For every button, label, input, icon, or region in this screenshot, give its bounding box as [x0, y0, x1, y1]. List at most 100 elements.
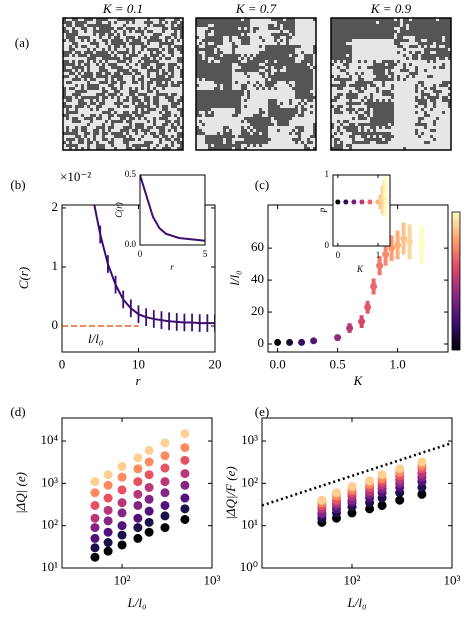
panel-title: K = 0.1	[102, 1, 143, 16]
point	[417, 457, 427, 467]
point	[395, 464, 405, 474]
point	[331, 488, 341, 498]
point	[103, 538, 113, 548]
y-tick-label: 10¹	[241, 517, 258, 532]
point	[365, 504, 375, 514]
point	[286, 338, 294, 346]
point	[347, 508, 357, 518]
point	[133, 523, 143, 533]
point	[180, 429, 190, 439]
y-tick-label: 10³	[41, 474, 58, 489]
y-axis-label: l/l₀	[227, 270, 242, 285]
point	[160, 451, 170, 461]
point	[180, 493, 190, 503]
point	[133, 533, 143, 543]
point	[90, 477, 100, 487]
point	[377, 470, 387, 480]
point	[117, 472, 127, 482]
point	[180, 469, 190, 479]
panel-label: (a)	[15, 35, 29, 50]
y-tick-label: 10²	[241, 474, 258, 489]
point	[133, 489, 143, 499]
point	[376, 262, 384, 270]
point	[377, 500, 387, 510]
y-tick-label: 1	[52, 258, 59, 273]
y-tick-label: 10²	[41, 517, 58, 532]
point	[133, 500, 143, 510]
point	[117, 498, 127, 508]
point	[359, 199, 365, 205]
point	[144, 517, 154, 527]
y-tick-label: 60	[251, 239, 264, 254]
series-line	[93, 205, 215, 325]
x-tick-label: 0.5	[329, 357, 345, 372]
y-tick-label: 2	[52, 199, 59, 214]
point	[400, 235, 408, 243]
point	[90, 552, 100, 562]
point	[310, 337, 318, 345]
plot-background	[140, 175, 205, 245]
point	[160, 438, 170, 448]
point	[117, 521, 127, 531]
y-axis-label: C(r)	[16, 267, 31, 289]
point	[103, 527, 113, 537]
x-axis-label: K	[356, 264, 364, 274]
point	[144, 482, 154, 492]
x-tick-label: 0	[336, 250, 341, 260]
y-tick-label: 1	[325, 169, 330, 179]
plot-frame	[139, 174, 206, 246]
point	[117, 540, 127, 550]
y-tick-label: 40	[251, 271, 264, 286]
x-tick-label: 10	[132, 357, 145, 372]
point	[133, 464, 143, 474]
point	[180, 443, 190, 453]
point	[365, 476, 375, 486]
y-tick-label: 0	[52, 317, 59, 332]
point	[103, 493, 113, 503]
panel-label: (c)	[255, 177, 269, 192]
pattern	[196, 18, 316, 150]
point	[351, 199, 357, 205]
panel-label: (d)	[10, 404, 25, 419]
point	[117, 485, 127, 495]
panel-label: (e)	[255, 404, 269, 419]
x-axis-label: L/l₀	[347, 595, 367, 610]
point	[144, 506, 154, 516]
point	[90, 488, 100, 498]
point	[370, 282, 378, 290]
plot-frame	[61, 204, 216, 353]
point	[382, 251, 390, 259]
point	[103, 480, 113, 490]
point	[335, 199, 341, 205]
panel-label: (b)	[10, 177, 25, 192]
y-multiplier: ×10⁻²	[60, 169, 91, 184]
point	[103, 470, 113, 480]
point	[395, 495, 405, 505]
point	[144, 457, 154, 467]
pattern-frame	[195, 17, 317, 151]
point	[347, 481, 357, 491]
point	[160, 477, 170, 487]
point	[103, 546, 113, 556]
point	[117, 508, 127, 518]
x-tick-label: 10²	[344, 573, 361, 588]
x-tick-label: 1	[376, 250, 381, 260]
point	[180, 455, 190, 465]
point	[144, 470, 154, 480]
point	[358, 318, 366, 326]
plot-frame	[332, 174, 391, 247]
y-axis-label: |ΔQ|/F (e)	[223, 466, 238, 519]
pattern	[63, 18, 183, 150]
y-axis-label: |ΔQ| (e)	[13, 472, 28, 514]
x-axis-label: r	[170, 262, 174, 272]
point	[180, 514, 190, 524]
x-tick-label: 5	[203, 249, 208, 259]
y-tick-label: 10¹	[41, 559, 58, 574]
point	[417, 489, 427, 499]
point	[364, 303, 372, 311]
point	[117, 462, 127, 472]
x-tick-label: 0	[59, 357, 66, 372]
x-tick-label: 20	[209, 357, 222, 372]
point	[274, 338, 282, 346]
